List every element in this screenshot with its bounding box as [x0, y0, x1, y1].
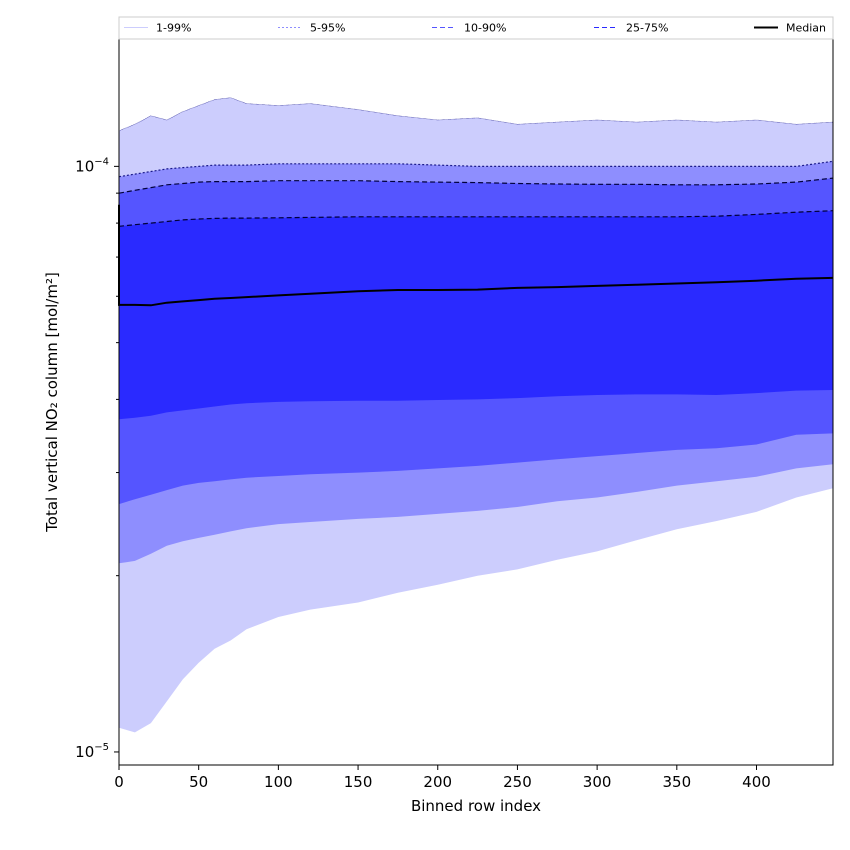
- band-edge-lines: [118, 97, 834, 227]
- x-axis: 0 50 100 150 200 250 300 350 400: [114, 765, 771, 791]
- x-tick-label: 0: [114, 773, 124, 791]
- x-tick-label: 200: [423, 773, 452, 791]
- legend-label-5-95: 5-95%: [310, 22, 345, 35]
- x-tick-label: 250: [503, 773, 532, 791]
- legend-label-10-90: 10-90%: [464, 22, 506, 35]
- legend-frame: [118, 16, 834, 40]
- x-tick-label: 150: [344, 773, 373, 791]
- legend-label-median: Median: [786, 22, 826, 35]
- band-upper-line-10-90: [118, 177, 834, 194]
- band-upper-line-25-75: [118, 210, 834, 227]
- legend-label-25-75: 25-75%: [626, 22, 668, 35]
- band-25-75: [119, 210, 833, 420]
- percentile-bands: [119, 97, 833, 733]
- x-tick-label: 50: [189, 773, 208, 791]
- median-line-group: [118, 204, 834, 307]
- median-line: [118, 204, 834, 307]
- band-upper-line-1-99: [118, 97, 834, 132]
- y-axis: 10−5 10−4: [75, 156, 119, 761]
- y-tick-label: 10−4: [75, 156, 109, 175]
- band-upper-line-5-95: [118, 160, 834, 178]
- x-tick-label: 400: [742, 773, 771, 791]
- x-tick-label: 300: [583, 773, 612, 791]
- x-tick-label: 100: [264, 773, 293, 791]
- legend: 1-99% 5-95% 10-90% 25-75% Median: [118, 16, 834, 40]
- legend-label-1-99: 1-99%: [156, 22, 191, 35]
- y-tick-label: 10−5: [75, 742, 109, 761]
- x-tick-label: 350: [662, 773, 691, 791]
- y-axis-label: Total vertical NO₂ column [mol/m²]: [43, 272, 61, 533]
- x-axis-label: Binned row index: [411, 797, 541, 815]
